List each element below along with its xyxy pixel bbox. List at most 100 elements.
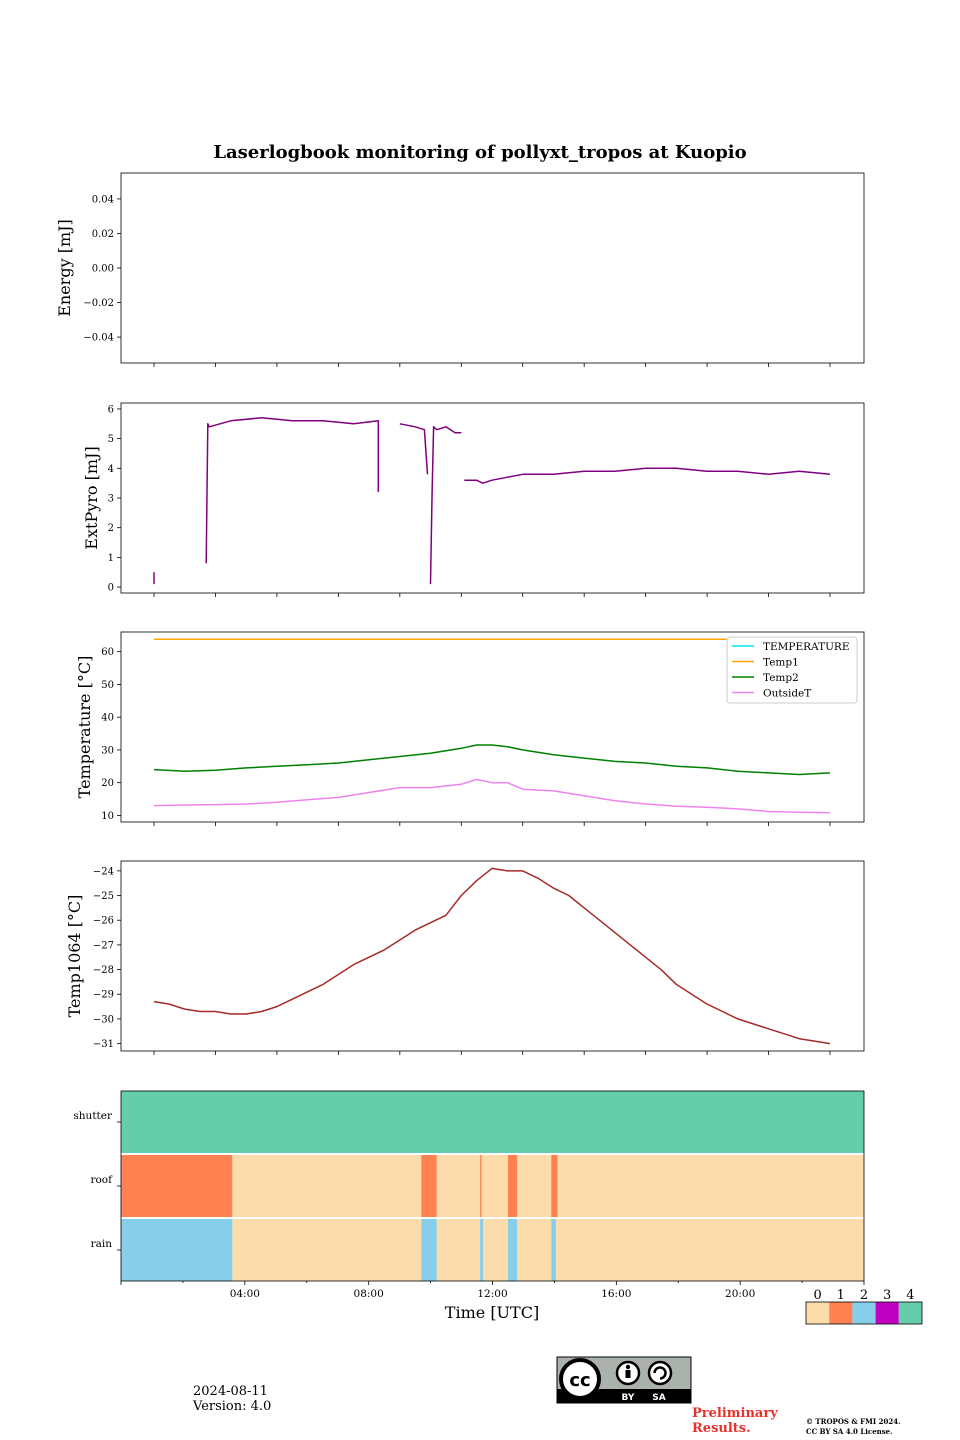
y-tick-label: −28 (93, 965, 114, 976)
cc-logo-text: cc (569, 1370, 590, 1391)
date-version-block: 2024-08-11 Version: 4.0 (193, 1384, 271, 1414)
y-tick-label: −24 (93, 866, 114, 877)
y-tick-label: 10 (101, 811, 114, 822)
preliminary-results-note: Preliminary Results. (692, 1406, 778, 1436)
y-axis-label: Temp1064 [°C] (65, 895, 84, 1018)
colorbar-tick-label: 1 (837, 1288, 845, 1303)
cc-by-sa-license-badge: cc BY SA (556, 1356, 692, 1404)
y-tick-label: 0.02 (92, 229, 114, 240)
y-axis-label: Temperature [°C] (75, 656, 94, 799)
colorbar-tick-label: 4 (906, 1288, 914, 1303)
status-segment-roof (480, 1155, 482, 1217)
y-axis-label: ExtPyro [mJ] (82, 446, 101, 549)
chart-panel-1: 0 1 2 3 4 5 6 ExtPyro [mJ] (82, 402, 865, 597)
person-body-icon (625, 1370, 631, 1378)
status-row-label: rain (91, 1238, 113, 1250)
status-segment-rain (480, 1219, 484, 1281)
legend-entry: TEMPERATURE (763, 641, 850, 653)
panels-group: −0.04 −0.02 0.00 0.02 0.04 Energy [mJ] 0 1 2 3 4 5 6… (55, 172, 865, 1055)
status-segment-rain (483, 1219, 508, 1281)
y-tick-label: 1 (108, 553, 114, 564)
colorbar-swatch-3 (875, 1302, 899, 1324)
badge-by-label: BY (622, 1393, 635, 1403)
y-tick-label: 0 (108, 583, 114, 594)
legend-entry: OutsideT (763, 688, 811, 700)
preliminary-line-1: Preliminary (692, 1406, 778, 1421)
date-label: 2024-08-11 (193, 1384, 268, 1399)
x-tick-label: 16:00 (601, 1288, 631, 1300)
plot-frame (120, 402, 865, 594)
y-tick-label: 50 (101, 680, 114, 691)
status-segment-rain (517, 1219, 552, 1281)
status-segment-rain (551, 1219, 556, 1281)
y-tick-label: −31 (93, 1039, 114, 1050)
x-axis-label: Time [UTC] (445, 1303, 539, 1322)
status-segment-roof (517, 1155, 552, 1217)
badge-sa-label: SA (652, 1393, 665, 1403)
y-tick-label: 5 (108, 434, 114, 445)
y-axis-label: Energy [mJ] (55, 219, 74, 317)
series-line-outsidet (153, 778, 831, 814)
plot-frame (120, 172, 865, 364)
colorbar-swatch-2 (852, 1302, 876, 1324)
status-segment-rain (421, 1219, 437, 1281)
y-tick-label: −27 (93, 940, 114, 951)
cc-logo-icon (559, 1358, 601, 1400)
y-tick-label: −25 (93, 891, 114, 902)
colorbar-tick-label: 3 (883, 1288, 891, 1303)
y-tick-label: −0.04 (83, 333, 114, 344)
y-tick-label: 20 (101, 778, 114, 789)
status-segment-roof (421, 1155, 437, 1217)
legend-frame (726, 636, 858, 704)
status-heatmap-panel: shutter roof rain 04:00 08:00 12:00 16:00 20:00 (73, 1090, 865, 1300)
status-segment-rain (121, 1219, 233, 1281)
colorbar-swatch-4 (898, 1302, 922, 1324)
status-segment-roof (551, 1155, 558, 1217)
status-segment-roof (557, 1155, 864, 1217)
status-segment-rain (556, 1219, 864, 1281)
y-tick-label: 0.00 (92, 264, 114, 275)
version-label: Version: 4.0 (193, 1399, 272, 1414)
y-tick-label: 2 (108, 523, 114, 534)
person-head-icon (625, 1364, 631, 1370)
colorbar-swatch-1 (829, 1302, 853, 1324)
x-tick-label: 12:00 (477, 1288, 507, 1300)
legend-entry: Temp1 (763, 657, 799, 669)
chart-panel-3: −31 −30 −29 −28 −27 −26 −25 −24 Temp1064 [°C] (65, 860, 865, 1055)
series-line-temp1064 (153, 867, 831, 1045)
status-segment-roof (232, 1155, 422, 1217)
y-tick-label: 4 (108, 464, 114, 475)
colorbar-swatch-0 (806, 1302, 830, 1324)
y-tick-label: 30 (101, 745, 114, 756)
figure-title: Laserlogbook monitoring of pollyxt_tropo… (213, 142, 746, 163)
preliminary-line-2: Results. (692, 1421, 751, 1436)
status-segment-rain (232, 1219, 422, 1281)
y-tick-label: −29 (93, 990, 114, 1001)
status-segment-rain (436, 1219, 481, 1281)
status-segment-roof (121, 1155, 233, 1217)
y-tick-label: 40 (101, 713, 114, 724)
status-row-label: shutter (73, 1110, 113, 1122)
status-segment-rain (508, 1219, 518, 1281)
copyright-line-1: © TROPOS & FMI 2024. (806, 1417, 901, 1426)
x-tick-label: 04:00 (230, 1288, 260, 1300)
share-alike-arc-icon (653, 1366, 667, 1380)
chart-panel-0: −0.04 −0.02 0.00 0.02 0.04 Energy [mJ] (55, 172, 865, 367)
series-line-temp2 (153, 744, 831, 776)
plot-frame (120, 860, 865, 1052)
status-segment-roof (508, 1155, 518, 1217)
y-tick-label: −30 (93, 1014, 114, 1025)
y-tick-label: 60 (101, 647, 114, 658)
status-segment-shutter (121, 1091, 864, 1153)
status-segment-roof (481, 1155, 508, 1217)
temperature-legend: TEMPERATURE Temp1 Temp2 OutsideT (726, 636, 858, 704)
copyright-note: © TROPOS & FMI 2024. CC BY SA 4.0 Licens… (806, 1417, 901, 1437)
colorbar-frame (805, 1301, 923, 1325)
x-tick-label: 20:00 (725, 1288, 755, 1300)
chart-panel-2: 10 20 30 40 50 60 Temperature [°C] TEMPERATURE T… (75, 631, 865, 826)
colorbar-tick-label: 2 (860, 1288, 868, 1303)
share-alike-icon (647, 1360, 673, 1386)
y-tick-label: 0.04 (92, 194, 114, 205)
copyright-line-2: CC BY SA 4.0 License. (806, 1427, 893, 1436)
